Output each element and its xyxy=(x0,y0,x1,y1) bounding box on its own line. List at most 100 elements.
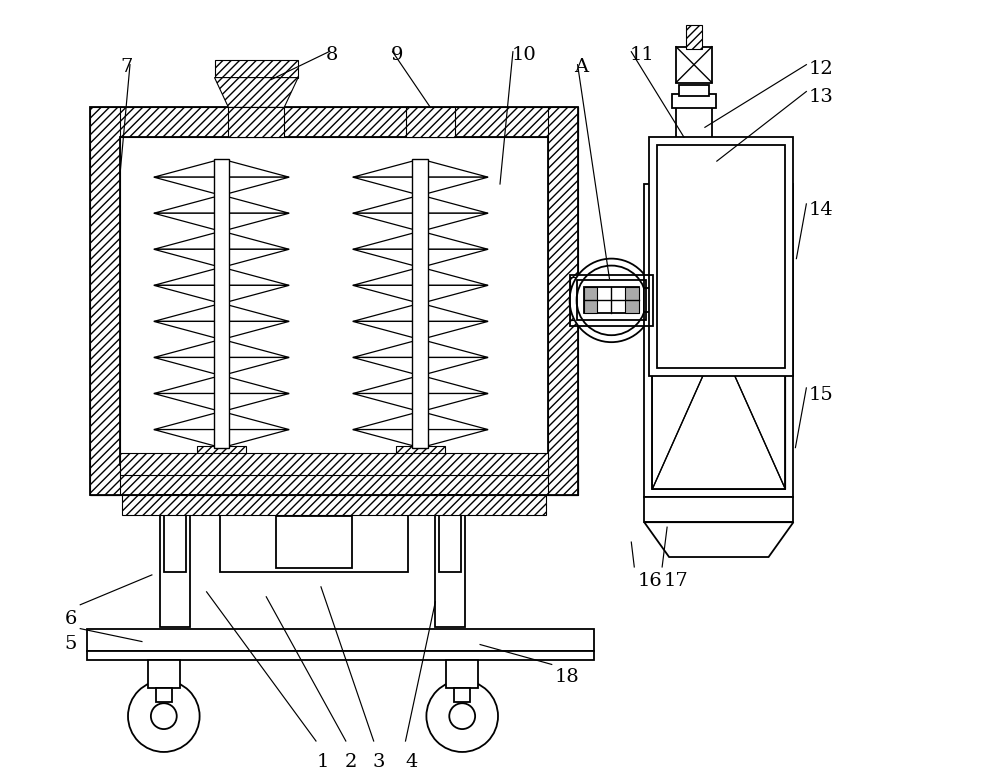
Polygon shape xyxy=(353,213,488,229)
Polygon shape xyxy=(154,322,289,337)
Bar xyxy=(148,660,180,688)
Polygon shape xyxy=(154,197,289,213)
Text: 6: 6 xyxy=(64,610,77,628)
Text: 8: 8 xyxy=(326,46,338,64)
Polygon shape xyxy=(154,414,289,429)
Bar xyxy=(238,505,244,515)
Polygon shape xyxy=(154,213,289,229)
Bar xyxy=(649,137,793,376)
Bar xyxy=(273,505,278,515)
Bar xyxy=(290,505,295,515)
Bar xyxy=(652,192,785,489)
Polygon shape xyxy=(90,108,120,495)
Text: 3: 3 xyxy=(373,753,385,771)
Bar xyxy=(584,288,597,313)
Polygon shape xyxy=(353,394,488,409)
Polygon shape xyxy=(154,250,289,265)
Polygon shape xyxy=(154,377,289,394)
Bar xyxy=(396,446,445,463)
Bar xyxy=(276,516,352,568)
Bar xyxy=(160,495,190,627)
Bar xyxy=(324,505,329,515)
Bar xyxy=(307,505,312,515)
Text: 13: 13 xyxy=(808,88,833,105)
Bar xyxy=(570,277,590,320)
Polygon shape xyxy=(353,357,488,374)
Bar xyxy=(359,505,364,515)
Bar xyxy=(156,688,172,702)
Text: 15: 15 xyxy=(808,386,833,404)
Circle shape xyxy=(570,259,653,342)
Text: 10: 10 xyxy=(512,46,537,64)
Polygon shape xyxy=(353,233,488,250)
Bar xyxy=(577,281,646,320)
Polygon shape xyxy=(353,250,488,265)
Bar xyxy=(247,505,252,515)
Bar xyxy=(215,60,298,78)
Text: 16: 16 xyxy=(637,572,662,590)
Text: 4: 4 xyxy=(406,753,418,771)
Polygon shape xyxy=(353,269,488,285)
Polygon shape xyxy=(353,197,488,213)
Bar xyxy=(87,650,594,660)
Bar xyxy=(122,495,546,515)
Bar xyxy=(214,159,229,448)
Bar xyxy=(164,512,186,572)
Bar xyxy=(653,288,683,312)
Bar xyxy=(120,137,548,466)
Polygon shape xyxy=(154,305,289,322)
Bar xyxy=(676,105,712,184)
Bar xyxy=(350,505,355,515)
Bar xyxy=(686,25,702,49)
Polygon shape xyxy=(154,394,289,409)
Text: 5: 5 xyxy=(64,635,77,653)
Bar xyxy=(87,629,594,650)
Bar xyxy=(625,288,639,313)
Bar xyxy=(435,495,465,627)
Bar xyxy=(402,505,407,515)
Bar xyxy=(412,159,428,448)
Polygon shape xyxy=(154,161,289,177)
Bar xyxy=(454,688,470,702)
Bar xyxy=(299,505,304,515)
Circle shape xyxy=(128,680,200,752)
Bar xyxy=(657,145,785,368)
Bar xyxy=(644,288,683,312)
Bar xyxy=(446,660,478,688)
Polygon shape xyxy=(90,108,578,137)
Bar xyxy=(384,505,390,515)
Polygon shape xyxy=(353,377,488,394)
Polygon shape xyxy=(353,322,488,337)
Text: 14: 14 xyxy=(808,201,833,219)
Bar xyxy=(644,498,793,522)
Bar xyxy=(644,184,793,498)
Bar xyxy=(281,505,287,515)
Text: 12: 12 xyxy=(808,60,833,78)
Bar xyxy=(393,505,398,515)
Bar xyxy=(676,46,712,83)
Bar xyxy=(341,505,347,515)
Polygon shape xyxy=(154,177,289,193)
Text: 17: 17 xyxy=(664,572,689,590)
Bar xyxy=(672,95,716,109)
Circle shape xyxy=(577,266,646,336)
Bar xyxy=(197,446,246,463)
Polygon shape xyxy=(353,305,488,322)
Polygon shape xyxy=(154,269,289,285)
Bar xyxy=(367,505,372,515)
Polygon shape xyxy=(548,108,578,495)
Bar xyxy=(584,288,639,313)
Bar xyxy=(316,505,321,515)
Bar xyxy=(590,282,619,315)
Polygon shape xyxy=(353,429,488,446)
Bar xyxy=(228,108,284,137)
Circle shape xyxy=(151,703,177,729)
Bar xyxy=(256,505,261,515)
Bar xyxy=(333,505,338,515)
Bar xyxy=(264,505,269,515)
Polygon shape xyxy=(644,522,793,557)
Text: 11: 11 xyxy=(629,46,654,64)
Text: 9: 9 xyxy=(391,46,403,64)
Bar xyxy=(439,512,461,572)
Polygon shape xyxy=(154,357,289,374)
